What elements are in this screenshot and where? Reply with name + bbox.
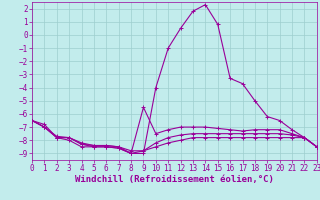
- X-axis label: Windchill (Refroidissement éolien,°C): Windchill (Refroidissement éolien,°C): [75, 175, 274, 184]
